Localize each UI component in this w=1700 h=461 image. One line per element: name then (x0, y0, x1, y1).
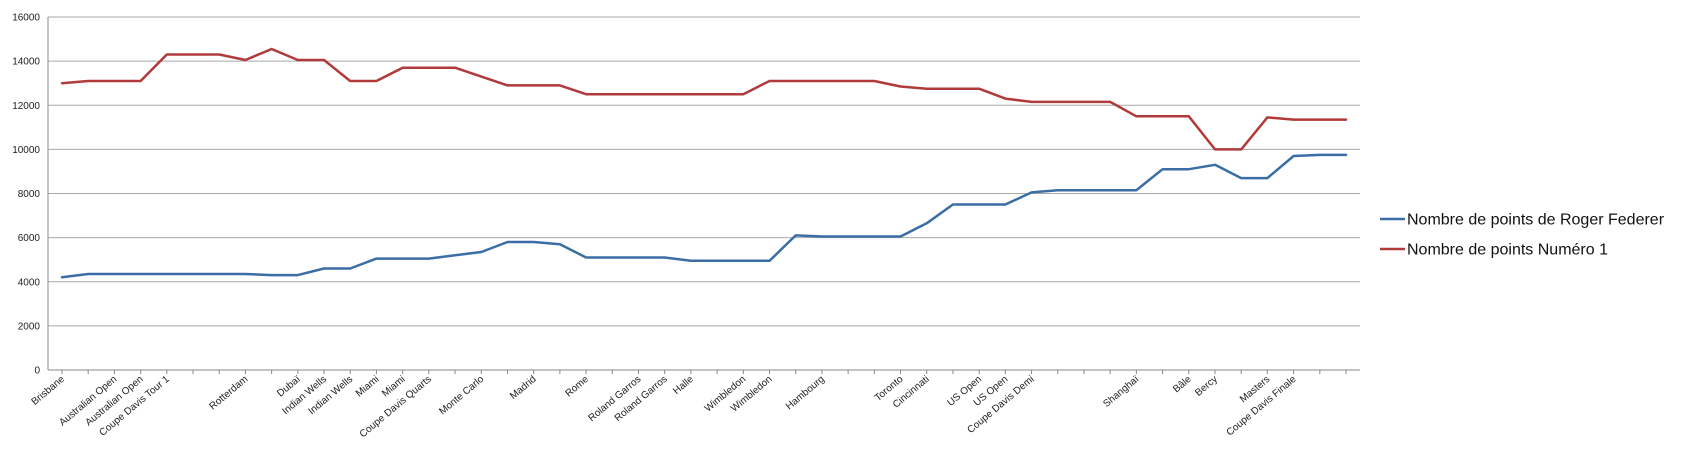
x-tick-label: Madrid (508, 374, 538, 402)
x-tick-label: Halle (671, 374, 696, 397)
x-tick-label: Shanghaï (1101, 374, 1141, 410)
x-tick-label: Rotterdam (208, 374, 251, 412)
y-tick-label: 16000 (12, 13, 40, 24)
gridlines (48, 16, 1360, 371)
y-axis: 0 2000 4000 6000 8000 10000 12000 14000 16000 (12, 13, 49, 377)
legend-label-1: Nombre de points Numéro 1 (1407, 242, 1608, 259)
x-tick-label: Rome (563, 374, 591, 400)
series-lines (60, 47, 1348, 279)
series-line-0 (60, 153, 1348, 279)
x-tick-label: Monte Carlo (437, 374, 486, 418)
y-tick-label: 2000 (18, 321, 41, 332)
x-tick-label: Miami (354, 374, 382, 400)
y-tick-label: 14000 (12, 57, 40, 68)
y-tick-label: 4000 (18, 277, 41, 288)
x-tick-label: Bâle (1171, 374, 1194, 396)
x-tick-label: Hambourg (784, 374, 827, 412)
y-tick-label: 6000 (18, 233, 41, 244)
y-tick-label: 10000 (12, 145, 40, 156)
legend-label-0: Nombre de points de Roger Federer (1407, 212, 1665, 229)
y-tick-label: 8000 (18, 189, 41, 200)
y-tick-label: 0 (34, 366, 40, 377)
x-tick-label: Brisbane (30, 374, 68, 408)
series-line-1 (60, 47, 1348, 151)
y-tick-label: 12000 (12, 101, 40, 112)
x-tick-label: Bercy (1193, 374, 1220, 399)
legend: Nombre de points de Roger Federer Nombre … (1380, 212, 1665, 259)
